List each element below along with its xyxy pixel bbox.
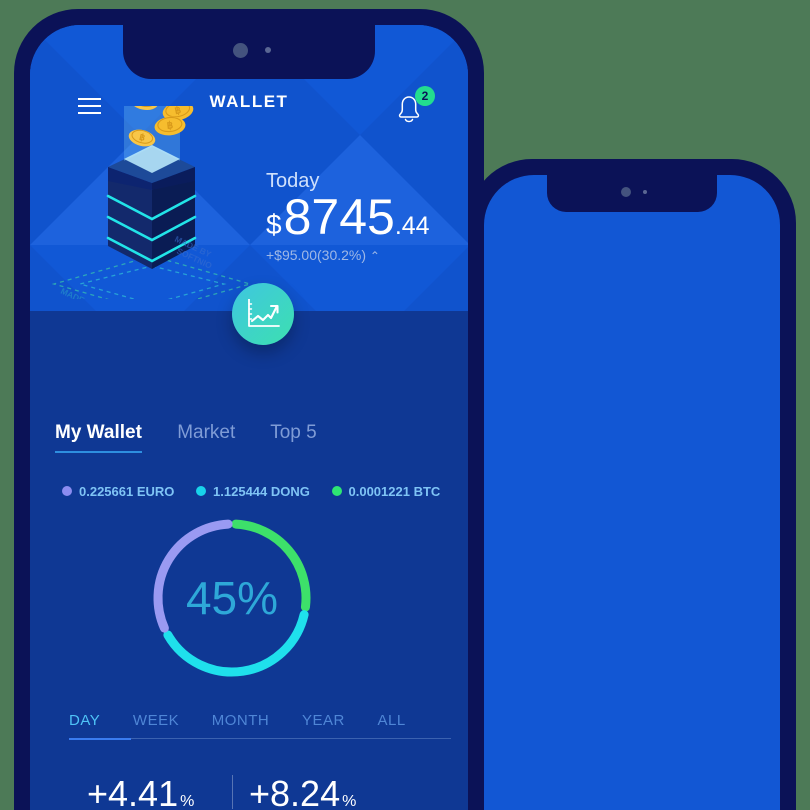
svg-text:฿: ฿ xyxy=(166,120,173,132)
svg-text:MADE BY SOFTNIO: MADE BY SOFTNIO xyxy=(59,286,135,299)
